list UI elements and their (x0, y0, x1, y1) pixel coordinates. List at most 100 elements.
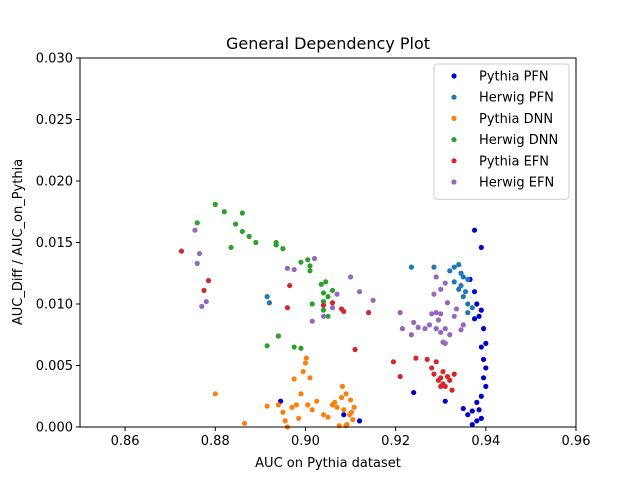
data-point (444, 300, 451, 306)
data-point (474, 301, 480, 307)
data-point (212, 201, 218, 207)
data-point (302, 360, 309, 366)
data-point (449, 387, 455, 393)
data-point (284, 305, 291, 311)
legend-box (433, 63, 570, 200)
legend-label: Pythia PFN (479, 70, 549, 85)
data-point (451, 371, 457, 377)
data-point (341, 308, 347, 314)
data-point (275, 333, 281, 339)
data-point (478, 393, 484, 399)
data-point (370, 297, 376, 303)
data-point (293, 402, 300, 408)
data-point (291, 344, 297, 350)
data-point (329, 305, 336, 311)
data-point (469, 421, 475, 428)
data-point (320, 313, 327, 319)
legend-marker (451, 137, 457, 143)
data-point (447, 332, 453, 338)
data-point (320, 307, 327, 313)
data-point (469, 305, 475, 311)
data-point (483, 365, 489, 371)
data-point (465, 310, 471, 316)
data-point (305, 257, 311, 263)
data-point (451, 264, 457, 270)
data-point (253, 239, 259, 246)
data-point (356, 289, 363, 295)
data-point (456, 262, 462, 268)
axes-layer: 0.86 0.88 0.90 0.92 0.94 0.96 0.000 0.005 0.010 0… (36, 52, 591, 450)
data-point (325, 294, 331, 300)
data-point (338, 394, 345, 401)
data-point (442, 280, 448, 286)
legend: Pythia PFN Herwig PFN Pythia DNN Herwig DNN… (433, 63, 570, 200)
data-point (431, 291, 437, 297)
data-point (296, 415, 302, 421)
data-point (478, 344, 484, 350)
data-point (273, 242, 279, 248)
data-point (471, 227, 478, 233)
data-point (239, 210, 245, 216)
data-point (194, 260, 200, 267)
data-point (311, 255, 318, 262)
data-point (348, 409, 355, 415)
data-point (408, 332, 415, 338)
data-point (305, 402, 311, 408)
data-point (350, 417, 356, 423)
data-point (264, 343, 270, 349)
data-point (438, 311, 444, 317)
data-point (343, 423, 349, 429)
y-tick-label: 0.015 (36, 236, 73, 251)
legend-marker (451, 94, 457, 100)
data-point (332, 399, 338, 405)
data-point (320, 302, 327, 308)
data-point (411, 319, 417, 326)
data-point (431, 264, 437, 270)
data-point (320, 290, 327, 296)
data-point (460, 322, 466, 328)
legend-marker (451, 115, 457, 121)
data-point (347, 274, 354, 280)
data-point (442, 383, 448, 390)
data-point (397, 373, 403, 380)
data-point (298, 259, 304, 265)
data-point (456, 286, 462, 292)
data-point (221, 209, 227, 215)
data-point (424, 356, 430, 362)
data-point (347, 397, 354, 403)
data-point (442, 398, 448, 404)
data-point (201, 287, 207, 294)
data-point (264, 294, 270, 300)
y-tick-label: 0.020 (36, 175, 73, 190)
data-point (429, 311, 435, 317)
data-point (203, 298, 209, 305)
data-point (194, 220, 200, 226)
data-point (438, 286, 444, 292)
data-point (339, 383, 346, 390)
data-point (480, 356, 487, 362)
data-point (433, 359, 439, 365)
data-point (460, 294, 466, 300)
data-point (298, 345, 304, 351)
legend-marker (451, 73, 457, 79)
data-point (438, 383, 444, 390)
data-point (309, 318, 315, 324)
chart-title: General Dependency Plot (226, 34, 430, 53)
data-point (246, 233, 252, 239)
data-point (307, 263, 313, 269)
legend-label: Pythia EFN (479, 154, 549, 169)
x-axis-label: AUC on Pythia dataset (255, 456, 401, 471)
data-point (320, 298, 327, 305)
data-point (309, 407, 315, 413)
y-tick-label: 0.000 (36, 421, 73, 436)
data-point (178, 248, 185, 254)
data-point (476, 407, 482, 413)
points-layer (178, 201, 489, 430)
legend-label: Herwig EFN (479, 176, 554, 191)
data-point (356, 418, 363, 424)
data-point (232, 221, 239, 227)
data-point (298, 391, 304, 397)
y-tick-label: 0.025 (36, 113, 73, 128)
data-point (334, 291, 340, 297)
